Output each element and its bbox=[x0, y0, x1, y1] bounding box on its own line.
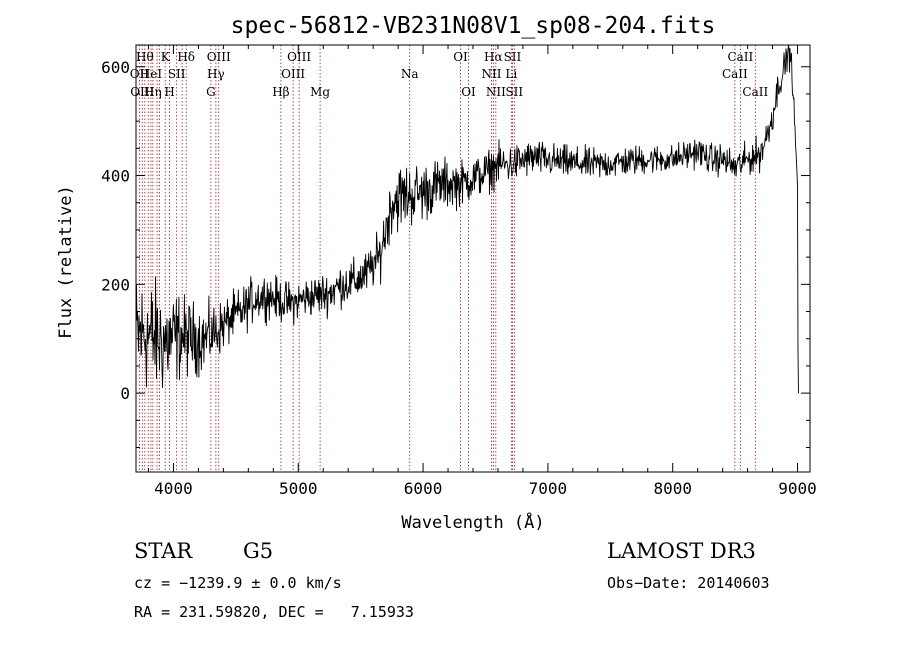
spectral-line-label: Hα bbox=[484, 50, 503, 64]
spectral-line-label: SII bbox=[168, 67, 186, 81]
spectral-line-label: SII bbox=[505, 85, 523, 99]
spectral-line-label: Hη bbox=[144, 85, 162, 99]
spectral-line-label: Hθ bbox=[136, 50, 154, 64]
spectral-line-label: OII bbox=[130, 67, 150, 81]
spectral-line-label: OI bbox=[453, 50, 468, 64]
y-tick-label: 600 bbox=[101, 58, 130, 77]
chart-title: spec-56812-VB231N08V1_sp08-204.fits bbox=[231, 13, 716, 39]
spectral-line-label: OI bbox=[461, 85, 476, 99]
coordinates: RA = 231.59820, DEC = 7.15933 bbox=[134, 603, 414, 621]
observation-date: Obs−Date: 20140603 bbox=[607, 574, 770, 592]
spectral-line-label: NII bbox=[486, 85, 506, 99]
x-tick-label: 4000 bbox=[154, 479, 193, 498]
y-tick-label: 0 bbox=[120, 384, 130, 403]
spectral-line-label: G bbox=[206, 85, 216, 99]
spectral-line-label: OIII bbox=[130, 85, 154, 99]
spectral-line-label: Hδ bbox=[177, 50, 195, 64]
spectral-line-label: Li bbox=[505, 67, 517, 81]
y-tick-label: 400 bbox=[101, 167, 130, 186]
spectral-line-label: OIII bbox=[207, 50, 231, 64]
line-labels: OII OIII Hθ HeI Hη K H SII Hδ G Hγ OIII Hβ OIII OIII Mg… bbox=[130, 50, 769, 99]
spectral-line-label: Hβ bbox=[272, 85, 289, 99]
spectral-line-label: CaII bbox=[742, 85, 768, 99]
y-tick-label: 200 bbox=[101, 275, 130, 294]
spectral-line-label: CaII bbox=[727, 50, 753, 64]
x-tick-label: 5000 bbox=[279, 479, 318, 498]
spectral-line-label: Na bbox=[401, 67, 419, 81]
x-tick-label: 8000 bbox=[653, 479, 692, 498]
spectral-line-label: Mg bbox=[310, 85, 330, 99]
object-subclass: G5 bbox=[243, 539, 274, 563]
x-tick-label: 9000 bbox=[778, 479, 817, 498]
spectral-line-label: NII bbox=[481, 67, 501, 81]
spectrum-series-line bbox=[135, 44, 799, 394]
spectral-line-label: OIII bbox=[287, 50, 311, 64]
y-axis-label: Flux (relative) bbox=[56, 185, 76, 339]
spectral-line-label: H bbox=[164, 85, 174, 99]
spectral-line-label: SII bbox=[504, 50, 522, 64]
x-axis-label: Wavelength (Å) bbox=[401, 511, 544, 533]
axis-ticks: 4000 5000 6000 7000 8000 9000 0 200 400 600 bbox=[101, 45, 817, 498]
spectral-line-label: Hγ bbox=[207, 67, 225, 81]
survey-name: LAMOST DR3 bbox=[607, 539, 756, 563]
x-tick-label: 6000 bbox=[404, 479, 443, 498]
redshift-cz: cz = −1239.9 ± 0.0 km/s bbox=[134, 574, 342, 592]
object-class: STAR bbox=[134, 539, 193, 563]
plot-frame bbox=[135, 44, 811, 473]
spectral-line-label: K bbox=[161, 50, 171, 64]
spectral-line-label: CaII bbox=[722, 67, 748, 81]
line-markers bbox=[138, 45, 756, 472]
spectral-line-label: HeI bbox=[140, 67, 163, 81]
x-tick-label: 7000 bbox=[529, 479, 568, 498]
spectral-line-label: OIII bbox=[281, 67, 305, 81]
